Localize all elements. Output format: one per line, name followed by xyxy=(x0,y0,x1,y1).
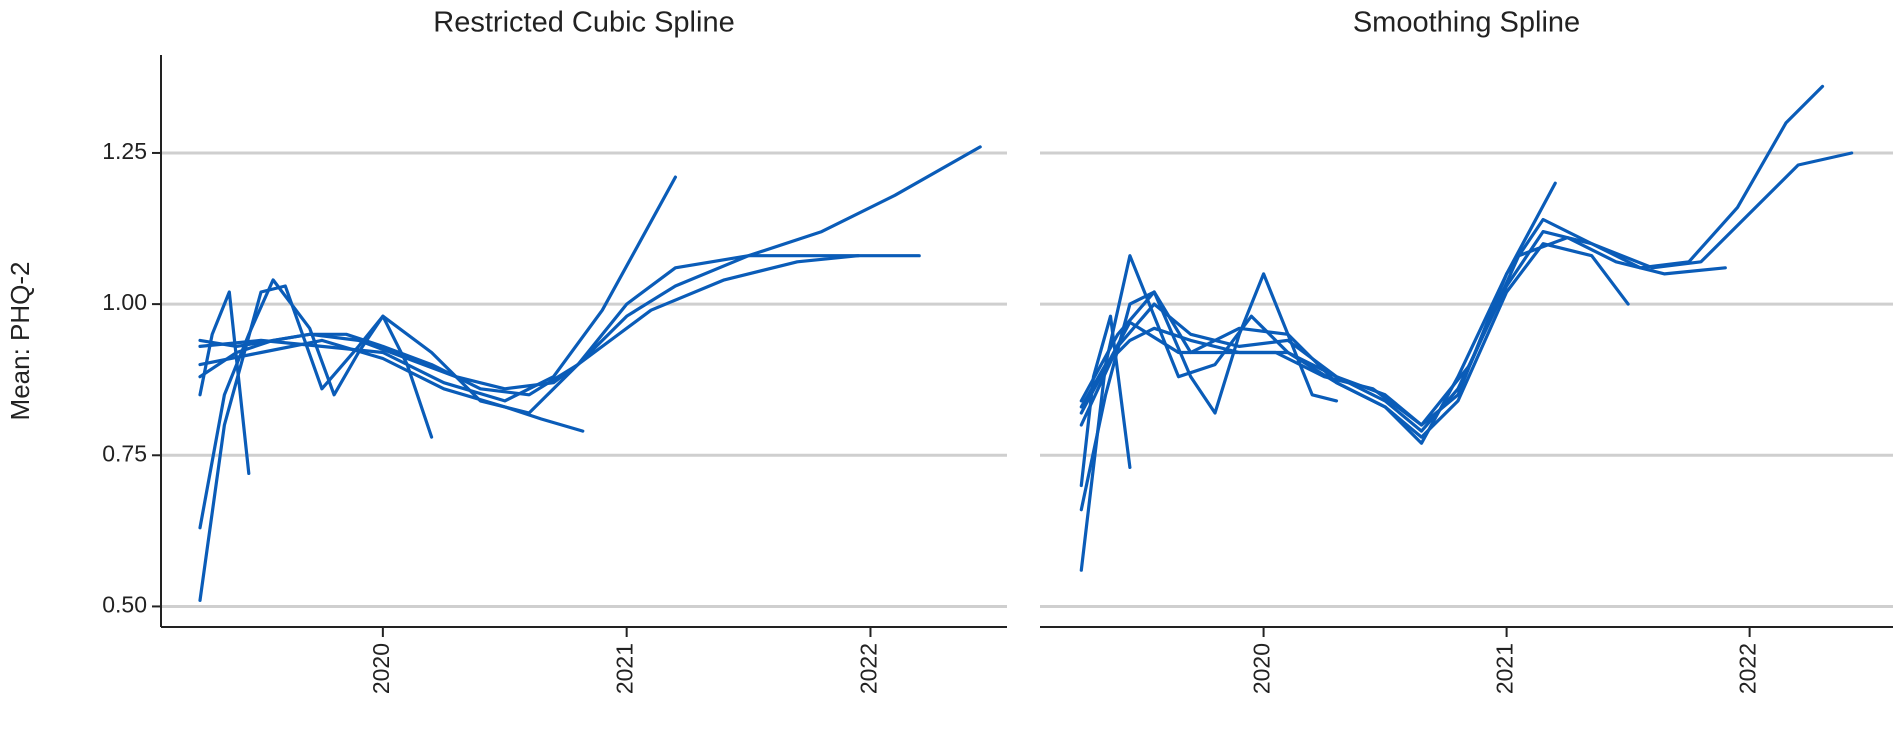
panel-title: Restricted Cubic Spline xyxy=(433,7,734,39)
spline-line xyxy=(1079,151,1854,433)
panel-title: Smoothing Spline xyxy=(1353,7,1580,39)
spline-line xyxy=(198,254,860,391)
x-tick-label: 2020 xyxy=(368,643,394,694)
x-tick-label: 2022 xyxy=(856,643,882,694)
x-tick-label: 2021 xyxy=(1492,643,1518,694)
x-tick-label: 2021 xyxy=(612,643,638,694)
y-tick-label: 0.75 xyxy=(102,440,147,466)
spline-line xyxy=(198,145,982,397)
spline-line xyxy=(1079,84,1825,572)
spline-line xyxy=(198,175,677,403)
x-tick-label: 2022 xyxy=(1735,643,1761,694)
spline-line xyxy=(1079,242,1630,439)
spline-line xyxy=(198,290,251,475)
spline-line xyxy=(1079,314,1132,488)
y-axis-label: Mean: PHQ-2 xyxy=(5,262,35,421)
y-tick-label: 1.00 xyxy=(102,289,147,315)
spline-line xyxy=(198,278,434,530)
y-tick-label: 0.50 xyxy=(102,592,147,618)
y-tick-label: 1.25 xyxy=(102,138,147,164)
spline-line xyxy=(198,338,585,433)
spline-line xyxy=(198,254,921,602)
spline-line xyxy=(1079,236,1727,427)
x-tick-label: 2020 xyxy=(1249,643,1275,694)
